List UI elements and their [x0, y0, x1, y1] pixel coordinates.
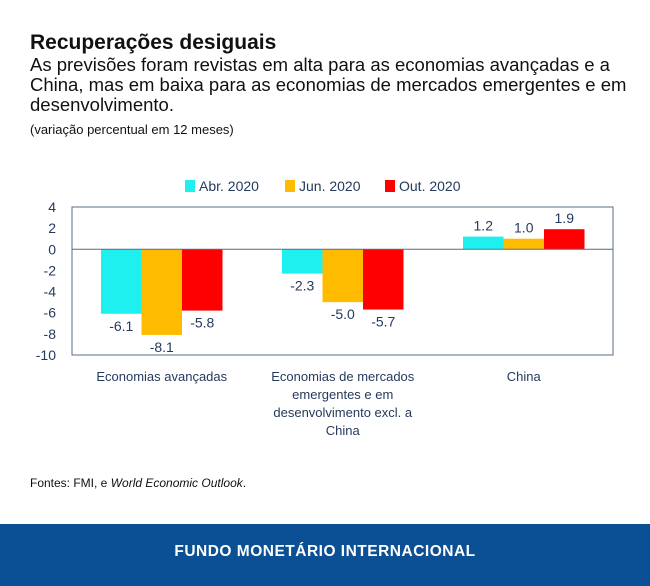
legend-swatch	[185, 180, 195, 192]
legend-label: Abr. 2020	[199, 178, 259, 194]
legend-swatch	[385, 180, 395, 192]
data-label: -2.3	[290, 278, 314, 294]
y-tick-label: -10	[36, 347, 56, 363]
data-label: -5.0	[331, 306, 355, 322]
y-tick-label: -8	[44, 326, 57, 342]
x-category-label: Economias avançadas	[96, 369, 227, 384]
source-title: World Economic Outlook	[110, 476, 243, 490]
bar	[544, 229, 585, 250]
y-tick-label: -4	[44, 284, 57, 300]
bar-chart: 4 2 0 -2 -4 -6 -8 -10 Abr. 2020 Jun. 2020 Out. 202…	[36, 178, 614, 438]
x-category-label: emergentes e em	[292, 387, 393, 402]
bar	[503, 238, 544, 250]
source-prefix: Fontes: FMI, e	[30, 476, 111, 490]
source-note: Fontes: FMI, e World Economic Outlook.	[30, 476, 246, 490]
y-tick-label: 0	[48, 241, 56, 257]
bar	[141, 249, 182, 335]
y-tick-label: 2	[48, 220, 56, 236]
x-category-label: Economias de mercados	[271, 369, 415, 384]
data-label: -5.7	[371, 314, 395, 330]
legend-label: Out. 2020	[399, 178, 461, 194]
unit-label: (variação percentual em 12 meses)	[30, 122, 234, 137]
y-tick-label: -6	[44, 305, 57, 321]
bar	[363, 249, 404, 310]
bar	[322, 249, 363, 303]
bar	[101, 249, 142, 314]
bar	[282, 249, 323, 274]
data-label: -5.8	[190, 315, 214, 331]
data-label: 1.9	[555, 210, 575, 226]
legend-swatch	[285, 180, 295, 192]
footer-banner: FUNDO MONETÁRIO INTERNACIONAL	[0, 524, 650, 586]
x-category-label: China	[326, 423, 361, 438]
data-label: -8.1	[150, 339, 174, 355]
x-category-label: China	[507, 369, 542, 384]
bar	[463, 236, 504, 250]
plot-frame	[71, 206, 614, 356]
data-label: -6.1	[109, 318, 133, 334]
source-suffix: .	[242, 476, 247, 490]
legend-label: Jun. 2020	[299, 178, 361, 194]
x-category-label: desenvolvimento excl. a	[273, 405, 413, 420]
data-label: 1.0	[514, 220, 534, 236]
data-label: 1.2	[474, 218, 494, 234]
y-tick-label: 4	[48, 199, 56, 215]
bar	[182, 249, 223, 311]
chart-subtitle: As previsões foram revistas em alta para…	[30, 54, 627, 115]
y-tick-label: -2	[44, 262, 57, 278]
chart-title: Recuperações desiguais	[30, 31, 277, 54]
